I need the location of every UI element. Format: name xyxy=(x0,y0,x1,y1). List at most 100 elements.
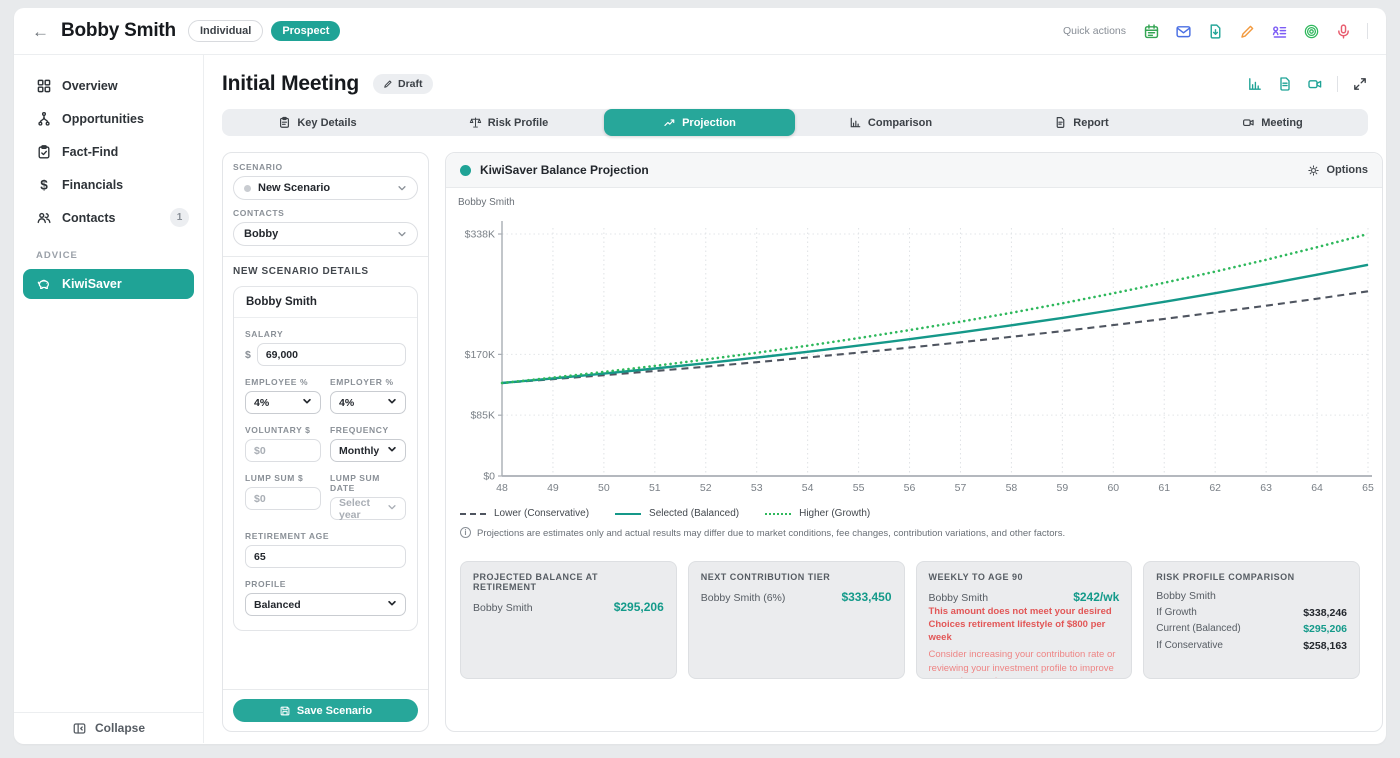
video-shortcut-icon[interactable] xyxy=(1307,76,1323,92)
chevron-down-icon xyxy=(387,502,397,515)
sidebar-item-financials[interactable]: $ Financials xyxy=(14,168,203,201)
document-shortcut-icon[interactable] xyxy=(1277,76,1293,92)
svg-text:$0: $0 xyxy=(483,471,495,483)
contact-list-icon[interactable] xyxy=(1271,23,1288,40)
calendar-icon[interactable] xyxy=(1143,23,1160,40)
tab-projection[interactable]: Projection xyxy=(604,109,795,136)
lump-sum-date-select[interactable]: Select year xyxy=(330,497,406,521)
draft-badge[interactable]: Draft xyxy=(373,74,433,94)
client-name: Bobby Smith xyxy=(61,20,176,41)
chevron-down-icon xyxy=(387,396,397,409)
frequency-select[interactable]: Monthly xyxy=(330,439,406,462)
tab-meeting[interactable]: Meeting xyxy=(1177,109,1368,136)
employee-pct-label: EMPLOYEE % xyxy=(245,377,309,387)
chart-legend: Lower (Conservative) Selected (Balanced)… xyxy=(460,508,1382,519)
comparison-row-label: If Growth xyxy=(1156,606,1197,618)
retirement-age-input[interactable] xyxy=(245,545,406,568)
file-add-icon[interactable] xyxy=(1207,23,1224,40)
lump-sum-input[interactable] xyxy=(245,487,321,510)
back-button[interactable]: ← xyxy=(32,21,49,41)
sidebar-item-overview[interactable]: Overview xyxy=(14,69,203,102)
sidebar-item-fact-find[interactable]: Fact-Find xyxy=(14,135,203,168)
contacts-value: Bobby xyxy=(244,228,279,240)
voluntary-label: VOLUNTARY $ xyxy=(245,425,311,435)
salary-input[interactable] xyxy=(256,343,406,366)
card-warning-bold: This amount does not meet your desired C… xyxy=(928,606,1112,643)
voluntary-input[interactable] xyxy=(245,439,321,462)
card-subject: Bobby Smith (6%) xyxy=(700,592,786,604)
currency-prefix: $ xyxy=(245,348,251,361)
employer-pct-select[interactable]: 4% xyxy=(330,391,406,414)
quick-actions-label: Quick actions xyxy=(1062,25,1126,37)
svg-text:49: 49 xyxy=(547,482,559,494)
save-scenario-button[interactable]: Save Scenario xyxy=(233,699,418,722)
scenario-details-card: Bobby Smith SALARY $ xyxy=(233,286,418,631)
microphone-icon[interactable] xyxy=(1335,23,1352,40)
employee-pct-select[interactable]: 4% xyxy=(245,391,321,414)
chevron-down-icon xyxy=(397,183,407,193)
svg-text:$: $ xyxy=(40,177,48,192)
video-icon xyxy=(1242,116,1255,129)
sidebar-item-kiwisaver[interactable]: KiwiSaver xyxy=(23,269,194,299)
card-value: $242/wk xyxy=(1073,590,1120,604)
tab-label: Risk Profile xyxy=(487,116,549,129)
bar-chart-icon xyxy=(849,116,862,129)
frequency-value: Monthly xyxy=(339,444,380,457)
card-title: RISK PROFILE COMPARISON xyxy=(1156,572,1295,582)
card-title: WEEKLY TO AGE 90 xyxy=(928,572,1024,582)
disclaimer-text: Projections are estimates only and actua… xyxy=(477,528,1066,539)
contacts-select[interactable]: Bobby xyxy=(233,222,418,246)
dotted-line-swatch xyxy=(765,512,792,515)
sidebar-item-label: Financials xyxy=(62,177,124,192)
tab-label: Comparison xyxy=(867,116,933,129)
legend-item-balanced: Selected (Balanced) xyxy=(615,508,739,519)
employer-pct-label: EMPLOYER % xyxy=(330,377,394,387)
meeting-tabs: Key Details Risk Profile Projection Comp… xyxy=(222,109,1368,136)
lump-sum-label: LUMP SUM $ xyxy=(245,473,304,483)
chart-title: KiwiSaver Balance Projection xyxy=(480,163,649,177)
profile-label: PROFILE xyxy=(245,579,287,589)
sidebar-collapse-button[interactable]: Collapse xyxy=(14,712,203,743)
chevron-down-icon xyxy=(387,598,397,611)
fact-find-icon xyxy=(36,144,52,160)
chart-shortcut-icon[interactable] xyxy=(1247,76,1263,92)
chart-options-button[interactable]: Options xyxy=(1307,164,1368,177)
sidebar-item-label: Opportunities xyxy=(62,111,144,126)
comparison-row-label: If Conservative xyxy=(1156,639,1223,651)
target-icon[interactable] xyxy=(1303,23,1320,40)
projection-chart: $0 $85K $170K $338K 48 49 50 51 52 53 54 55 56 57 58 59… xyxy=(465,221,1374,494)
card-projected-balance: PROJECTED BALANCE AT RETIREMENT Bobby Sm… xyxy=(460,561,677,679)
expand-icon[interactable] xyxy=(1352,76,1368,92)
tab-report[interactable]: Report xyxy=(986,109,1177,136)
scenario-select[interactable]: New Scenario xyxy=(233,176,418,200)
report-icon xyxy=(1054,116,1067,129)
comparison-row-value: $338,246 xyxy=(1303,606,1347,619)
piggy-bank-icon xyxy=(36,276,52,292)
legend-item-growth: Higher (Growth) xyxy=(765,508,870,519)
edit-icon xyxy=(384,80,392,88)
tab-risk-profile[interactable]: Risk Profile xyxy=(413,109,604,136)
sidebar-item-opportunities[interactable]: Opportunities xyxy=(14,102,203,135)
tab-comparison[interactable]: Comparison xyxy=(795,109,986,136)
tab-label: Projection xyxy=(682,116,736,129)
pencil-icon[interactable] xyxy=(1239,23,1256,40)
salary-label: SALARY xyxy=(245,329,284,339)
app-window: ← Bobby Smith Individual Prospect Quick … xyxy=(14,8,1386,744)
scenario-details-title: NEW SCENARIO DETAILS xyxy=(233,266,369,277)
chevron-down-icon xyxy=(387,444,397,457)
sidebar: Overview Opportunities Fact-Find $ Finan… xyxy=(14,55,204,743)
options-label: Options xyxy=(1326,164,1368,176)
tab-label: Key Details xyxy=(297,116,357,129)
topbar-divider xyxy=(1367,23,1368,39)
tab-key-details[interactable]: Key Details xyxy=(222,109,413,136)
mail-icon[interactable] xyxy=(1175,23,1192,40)
sidebar-item-contacts[interactable]: Contacts 1 xyxy=(14,201,203,234)
svg-text:$338K: $338K xyxy=(465,229,495,241)
profile-select[interactable]: Balanced xyxy=(245,593,406,616)
legend-item-conservative: Lower (Conservative) xyxy=(460,508,589,519)
card-subject: Bobby Smith xyxy=(928,592,989,604)
collapse-label: Collapse xyxy=(94,721,145,735)
card-risk-profile-comparison: RISK PROFILE COMPARISON Bobby Smith If G… xyxy=(1143,561,1360,679)
profile-value: Balanced xyxy=(254,598,301,611)
svg-text:62: 62 xyxy=(1209,482,1221,494)
